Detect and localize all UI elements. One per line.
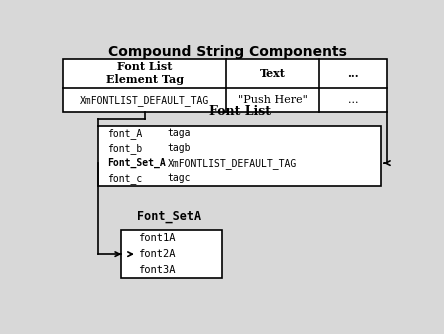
Text: ...: ...: [347, 68, 359, 79]
Text: Font List
Element Tag: Font List Element Tag: [106, 61, 184, 85]
Bar: [63, 58, 387, 113]
Text: font_c: font_c: [107, 173, 143, 184]
Text: tagc: tagc: [168, 173, 191, 183]
Text: taga: taga: [168, 128, 191, 138]
Text: font3A: font3A: [139, 265, 176, 275]
Text: font_b: font_b: [107, 143, 143, 154]
Text: font2A: font2A: [139, 249, 176, 259]
Bar: [121, 230, 222, 278]
Text: XmFONTLIST_DEFAULT_TAG: XmFONTLIST_DEFAULT_TAG: [168, 158, 297, 169]
Text: Font List: Font List: [209, 105, 270, 118]
Text: "Push Here": "Push Here": [238, 95, 307, 105]
Text: XmFONTLIST_DEFAULT_TAG: XmFONTLIST_DEFAULT_TAG: [80, 95, 209, 106]
Text: Text: Text: [260, 68, 285, 79]
Text: Compound String Components: Compound String Components: [108, 45, 347, 59]
Text: Font_Set_A: Font_Set_A: [107, 158, 166, 168]
Text: ...: ...: [348, 95, 358, 105]
Text: tagb: tagb: [168, 143, 191, 153]
Text: font1A: font1A: [139, 233, 176, 243]
Text: Font_SetA: Font_SetA: [137, 210, 201, 223]
Text: font_A: font_A: [107, 128, 143, 139]
Bar: [98, 126, 381, 186]
